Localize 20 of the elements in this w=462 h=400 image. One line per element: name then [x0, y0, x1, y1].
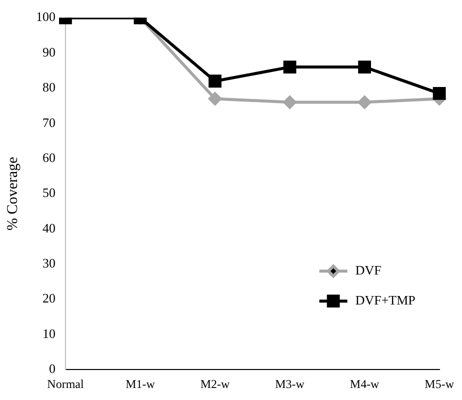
y-tick-label: 80 — [42, 80, 56, 95]
x-tick-label: M4-w — [350, 376, 380, 391]
y-tick-label: 70 — [42, 114, 56, 130]
x-tick-label: M1-w — [126, 376, 156, 391]
x-tick-label: M3-w — [275, 376, 305, 391]
y-tick-label: 40 — [42, 220, 56, 236]
y-tick-label: 100 — [36, 9, 56, 24]
x-tick-label: M5-w — [424, 376, 454, 391]
y-tick-label: 60 — [42, 150, 56, 165]
x-tick-label: M2-w — [200, 376, 230, 391]
y-tick-label: 50 — [42, 185, 56, 200]
legend-label: DVF+TMP — [355, 292, 416, 308]
legend-label: DVF — [355, 262, 382, 278]
y-axis-title: % Coverage — [4, 156, 21, 231]
y-tick-label: 30 — [42, 255, 56, 270]
y-tick-label: 0 — [49, 361, 56, 376]
x-tick-label: Normal — [47, 376, 84, 391]
y-tick-label: 10 — [42, 326, 56, 341]
y-tick-label: 20 — [42, 290, 56, 306]
y-tick-label: 90 — [42, 44, 56, 60]
